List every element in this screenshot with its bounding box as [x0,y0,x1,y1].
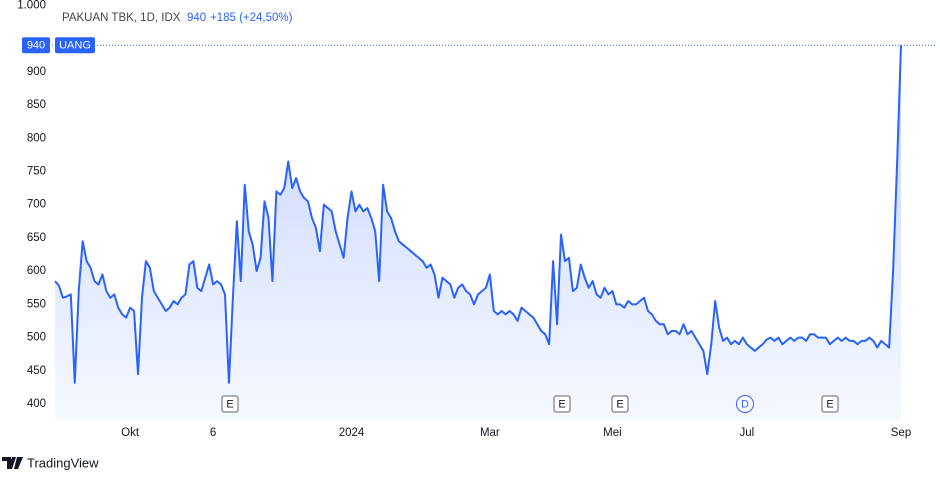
event-box[interactable] [221,395,239,413]
symbol-badge-label: UANG [59,40,91,52]
y-tick-label: 500 [27,332,46,344]
brand-logo [2,457,23,469]
x-tick-label: Mar [480,427,500,439]
event-label: E [826,398,833,410]
y-tick-label: 1.000 [17,0,46,11]
y-tick-label: 600 [27,265,46,277]
y-tick-label: 750 [27,165,46,177]
x-tick-label: Okt [121,427,140,439]
event-label: E [558,398,565,410]
y-tick-label: 900 [27,66,46,78]
x-tick-label: 6 [210,427,216,439]
y-tick-label: 800 [27,132,46,144]
x-tick-label: 2024 [339,427,365,439]
brand-name: TradingView [27,455,99,470]
y-tick-label: 450 [27,365,46,377]
price-line [54,45,902,384]
event-label: E [616,398,623,410]
last-price: 940 [187,12,206,24]
y-tick-label: 550 [27,298,46,310]
x-tick-label: Sep [891,427,911,439]
chart-title: PAKUAN TBK, 1D, IDX [62,12,181,24]
symbol-badge [55,37,95,54]
area [55,45,901,420]
brand: TradingView [2,455,99,470]
x-tick-label: Mei [603,427,622,439]
plot-area [54,45,902,420]
event-label: E [226,398,233,410]
price-badge-label: 940 [27,40,45,52]
y-tick-label: 850 [27,99,46,111]
y-tick-label: 400 [27,398,46,410]
event-box[interactable] [611,395,629,413]
event-box[interactable] [821,395,839,413]
dividend-label: D [741,398,749,410]
event-markers: E E E E D [221,395,839,413]
y-tick-label: 650 [27,232,46,244]
x-tick-label: Jul [739,427,754,439]
dividend-circle[interactable] [736,395,754,413]
y-tick-label: 700 [27,199,46,211]
event-box[interactable] [553,395,571,413]
price-badge [22,37,50,54]
price-change: +185 (+24,50%) [210,12,293,24]
